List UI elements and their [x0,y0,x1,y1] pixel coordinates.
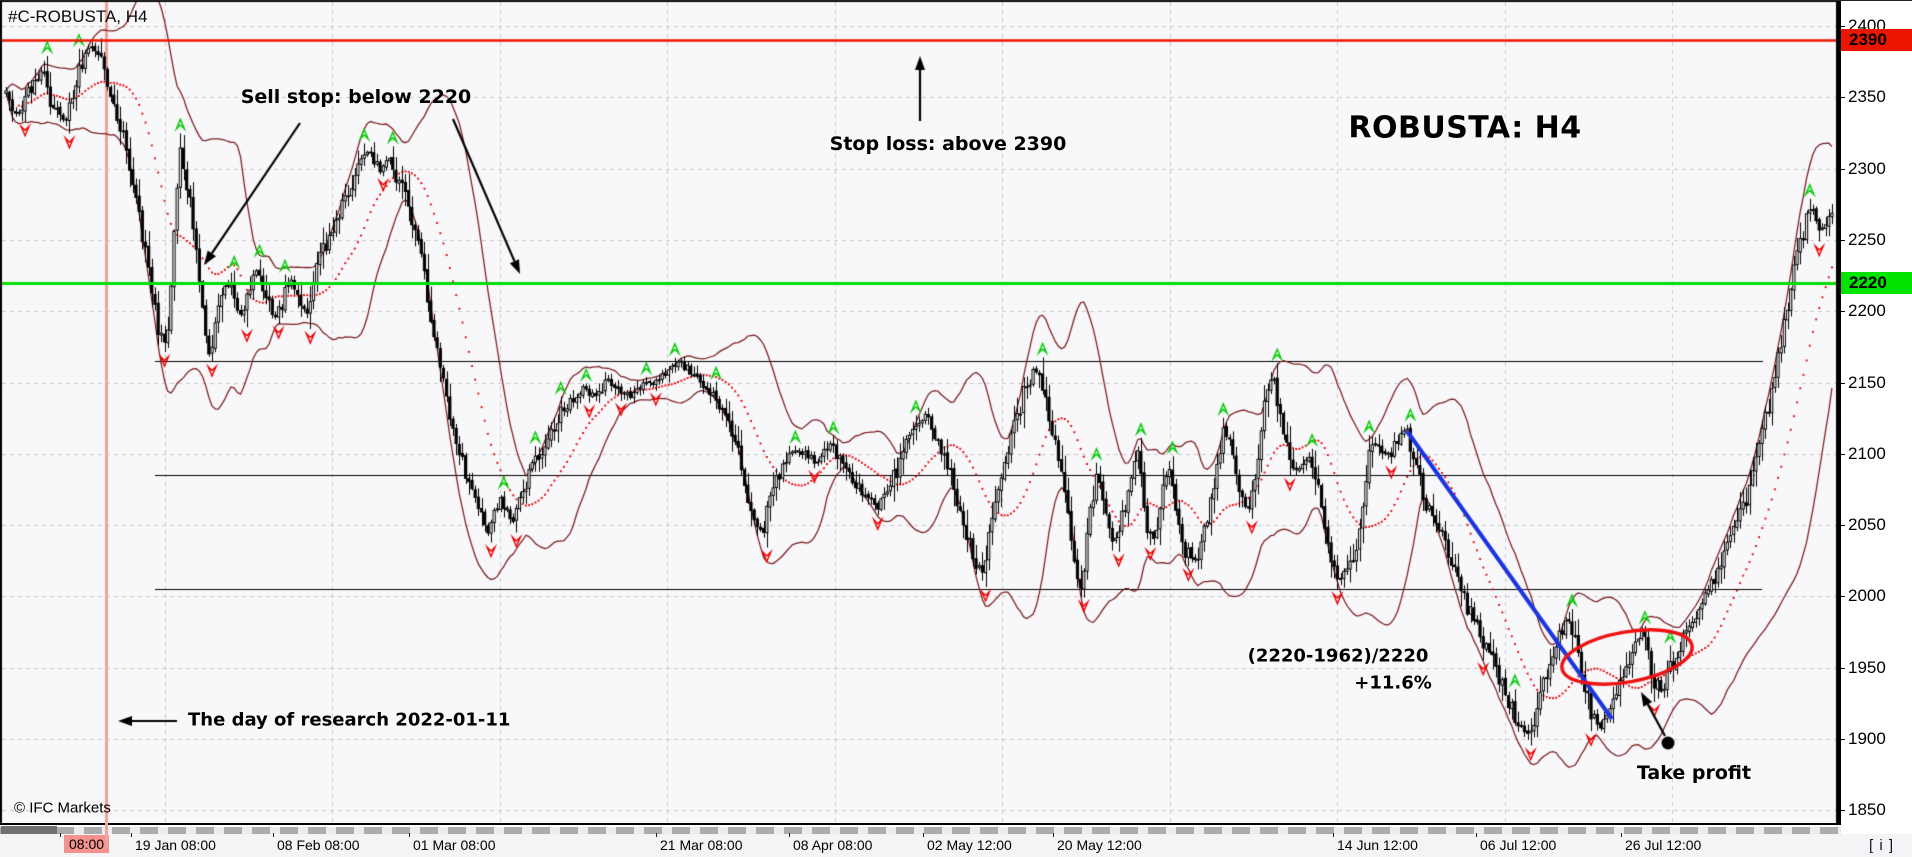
y-axis-label: 2350 [1848,87,1886,107]
symbol-title: #C-ROBUSTA, H4 [8,7,148,26]
x-axis-tick [1333,833,1334,837]
y-axis-label: 1850 [1848,800,1886,820]
profit-formula-line2: +11.6% [1354,672,1432,694]
profit-formula-line1: (2220-1962)/2220 [1247,645,1429,667]
x-axis-label: 14 Jun 12:00 [1337,837,1418,853]
x-axis-label: 08 Apr 08:00 [793,837,873,853]
x-axis-tick [131,833,132,837]
research-day-annotation: The day of research 2022-01-11 [188,709,511,731]
x-axis-label: 19 Jan 08:00 [135,837,216,853]
horizontal-scrollbar-track[interactable] [0,827,1841,834]
x-axis-label: 06 Jul 12:00 [1480,837,1557,853]
x-axis-label: 20 May 12:00 [1057,837,1142,853]
x-axis-label: 21 Mar 08:00 [660,837,743,853]
time-axis[interactable]: 08:00 19 Jan 08:00 08 Feb 08:00 01 Mar 08:0… [0,833,1912,857]
y-axis-tick [1841,810,1845,811]
y-axis-tick [1841,240,1845,241]
y-axis-tick [1841,596,1845,597]
y-axis-tick [1841,169,1845,170]
y-axis-tick [1841,739,1845,740]
take-profit-annotation: Take profit [1636,762,1752,784]
chart-watermark-title: ROBUSTA: H4 [1348,110,1582,146]
x-axis-tick [409,833,410,837]
x-axis-tick [1621,833,1622,837]
y-axis-label: 2150 [1848,372,1886,392]
chart-bottom-border [0,823,1841,825]
stop-loss-annotation: Stop loss: above 2390 [829,133,1067,155]
x-axis-tick [656,833,657,837]
y-axis-label: 2100 [1848,443,1886,463]
price-axis[interactable]: 2400 2350 2300 2250 2200 2150 2100 2050 2000 1950… [1841,1,1912,825]
x-axis-tick [789,833,790,837]
y-axis-tick [1841,26,1845,27]
copyright-label: © IFC Markets [14,799,111,817]
horizontal-scrollbar-thumb[interactable] [1,826,57,834]
research-day-vline [105,823,108,848]
y-axis-tick [1841,97,1845,98]
x-axis-tick [273,833,274,837]
y-axis-label: 1950 [1848,657,1886,677]
x-axis-tick [60,833,61,837]
y-axis-tick [1841,668,1845,669]
y-axis-label: 2200 [1848,301,1886,321]
y-axis-tick [1841,454,1845,455]
y-axis-label: 2000 [1848,586,1886,606]
x-axis-label: 02 May 12:00 [927,837,1012,853]
y-axis-tick [1841,311,1845,312]
sell-stop-annotation: Sell stop: below 2220 [240,86,472,108]
info-link[interactable]: [ i ] [1869,837,1895,854]
x-axis-label: 26 Jul 12:00 [1625,837,1702,853]
x-axis-tick [1476,833,1477,837]
y-axis-tick [1841,383,1845,384]
y-axis-label: 2250 [1848,229,1886,249]
x-axis-tick [1053,833,1054,837]
sell-stop-price-badge: 2220 [1841,271,1912,294]
price-chart-canvas[interactable] [0,1,1841,825]
x-axis-tick [923,833,924,837]
stop-loss-price-badge: 2390 [1841,29,1912,52]
x-axis-label: 08:00 [64,835,110,853]
y-axis-label: 2300 [1848,158,1886,178]
y-axis-label: 1900 [1848,729,1886,748]
y-axis-tick [1841,525,1845,526]
x-axis-label: 08 Feb 08:00 [277,837,360,853]
x-axis-label: 01 Mar 08:00 [413,837,496,853]
y-axis-label: 2050 [1848,515,1886,535]
